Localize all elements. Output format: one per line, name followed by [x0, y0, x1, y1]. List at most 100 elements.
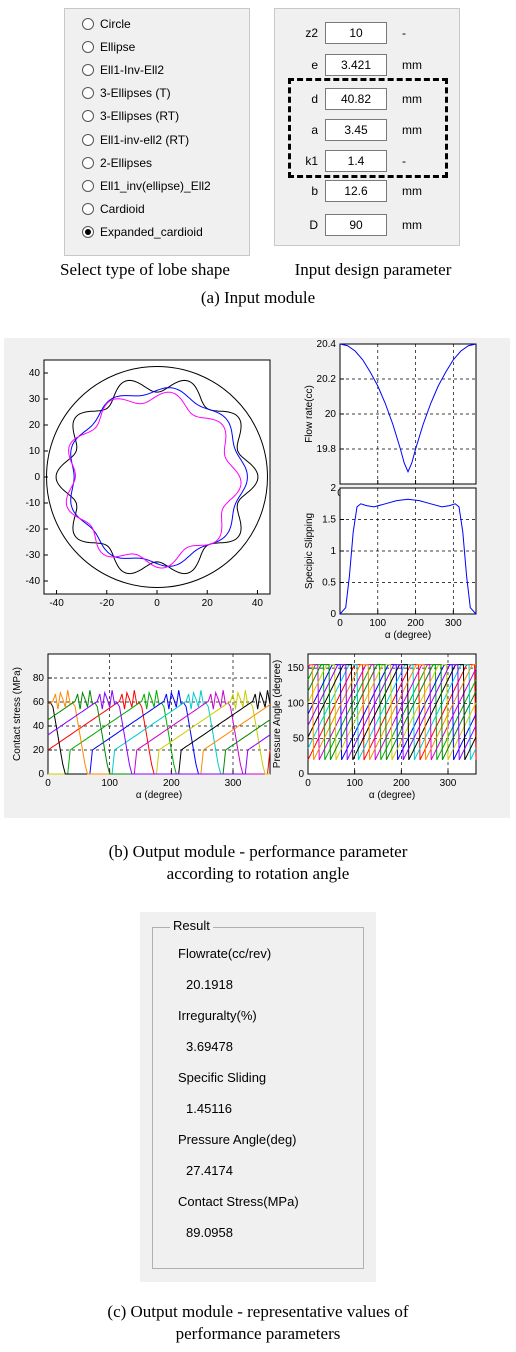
flow-rate-line: [339, 343, 477, 473]
result-caption-line1: (c) Output module - representative value…: [107, 1302, 409, 1321]
radio-button[interactable]: [82, 225, 94, 238]
lobe-shape-caption: Select type of lobe shape: [60, 260, 230, 279]
pressure-angle-series: [307, 664, 477, 761]
lobe-option-label: 3-Ellipses (RT): [100, 109, 180, 124]
lobe-option-6[interactable]: 2-Ellipses: [82, 153, 152, 173]
param-input-z2[interactable]: 10: [325, 22, 387, 44]
y-tick-label: 0: [38, 769, 44, 780]
y-tick-label: 20: [29, 420, 41, 431]
param-unit-D: mm: [402, 218, 422, 232]
radio-button[interactable]: [82, 110, 94, 123]
y-tick-label: 150: [287, 663, 304, 674]
highlight-dashed-box: [288, 78, 448, 178]
pressure-angle-series: [307, 664, 477, 761]
param-input-k1[interactable]: 1.4: [325, 150, 387, 172]
outer-circle: [46, 366, 268, 588]
x-tick-label: 20: [202, 598, 214, 609]
y-tick-label: 60: [33, 697, 45, 708]
y-tick-label: 10: [29, 446, 41, 457]
lobe-option-label: Ell1_inv(ellipse)_Ell2: [100, 178, 211, 193]
contact-stress-series: [47, 690, 271, 775]
lobe-option-label: Cardioid: [100, 201, 145, 216]
y-tick-label: 80: [33, 673, 45, 684]
result-panel: [140, 912, 376, 1282]
lobe-option-label: Ell1-Inv-Ell2: [100, 63, 165, 78]
lobe-option-3[interactable]: 3-Ellipses (T): [82, 83, 171, 103]
y-tick-label: -20: [26, 524, 41, 535]
lobe-option-9[interactable]: Expanded_cardioid: [82, 222, 203, 242]
pressure-angle-series: [307, 664, 477, 761]
radio-button[interactable]: [82, 64, 94, 77]
param-label-D: D: [309, 218, 318, 232]
param-unit-z2: -: [402, 26, 406, 40]
lobe-option-8[interactable]: Cardioid: [82, 199, 145, 219]
radio-button[interactable]: [82, 179, 94, 192]
y-tick-label: 20.2: [317, 374, 337, 385]
y-tick-label: 20.4: [317, 339, 337, 350]
y-tick-label: 20: [325, 409, 337, 420]
result-value: 1.45116: [186, 1101, 233, 1116]
result-label: Pressure Angle(deg): [178, 1132, 297, 1147]
x-tick-label: 300: [225, 778, 242, 789]
param-label-a: a: [311, 123, 318, 137]
y-tick-label: 40: [33, 721, 45, 732]
y-tick-label: 0: [330, 609, 336, 620]
x-tick-label: 0: [154, 598, 160, 609]
radio-button[interactable]: [82, 156, 94, 169]
x-tick-label: 0: [337, 618, 343, 629]
inner-rotor-profile: [70, 387, 248, 567]
lobe-shape-panel: [64, 8, 250, 256]
lobe-option-4[interactable]: 3-Ellipses (RT): [82, 106, 179, 126]
x-tick-label: 300: [445, 618, 462, 629]
param-unit-k1: -: [402, 154, 406, 168]
y-axis-label: Flow rate(cc): [304, 385, 315, 443]
y-tick-label: -10: [26, 498, 41, 509]
param-unit-d: mm: [402, 92, 422, 106]
lobe-option-0[interactable]: Circle: [82, 14, 131, 34]
result-group-title: Result: [170, 918, 213, 933]
y-axis-label: Specipic Slipping: [304, 513, 315, 589]
param-label-k1: k1: [305, 154, 318, 168]
pressure-angle-series: [307, 664, 477, 761]
pressure-angle-series: [307, 664, 477, 761]
x-tick-label: 200: [407, 618, 424, 629]
radio-button[interactable]: [82, 202, 94, 215]
x-axis-label: α (degree): [369, 790, 415, 801]
pressure-angle-series: [307, 664, 477, 761]
param-label-b: b: [311, 184, 318, 198]
y-tick-label: 40: [29, 368, 41, 379]
param-input-e[interactable]: 3.421: [325, 54, 387, 76]
output-caption-line1: (b) Output module - performance paramete…: [108, 842, 408, 861]
radio-button[interactable]: [82, 18, 94, 30]
param-input-D[interactable]: 90: [325, 214, 387, 236]
y-axis-label: Contact stress (MPa): [12, 667, 23, 761]
result-value: 27.4174: [186, 1163, 233, 1178]
lobe-option-5[interactable]: Ell1-inv-ell2 (RT): [82, 130, 189, 150]
lobe-option-label: Circle: [100, 17, 131, 31]
param-label-z2: z2: [305, 26, 318, 40]
y-tick-label: 1: [330, 546, 336, 557]
y-tick-label: 30: [29, 394, 41, 405]
param-caption: Input design parameter: [294, 260, 452, 279]
lobe-option-7[interactable]: Ell1_inv(ellipse)_Ell2: [82, 176, 211, 196]
lobe-profile: [65, 391, 242, 569]
radio-button[interactable]: [82, 87, 94, 100]
result-value: 3.69478: [186, 1039, 233, 1054]
x-axis-label: α (degree): [385, 630, 431, 641]
x-tick-label: 0: [305, 778, 311, 789]
radio-button[interactable]: [82, 133, 94, 146]
y-tick-label: 1.5: [322, 515, 336, 526]
lobe-option-2[interactable]: Ell1-Inv-Ell2: [82, 60, 164, 80]
radio-button[interactable]: [82, 41, 94, 54]
x-tick-label: 300: [440, 778, 457, 789]
pressure-angle-series: [307, 664, 477, 761]
lobe-option-1[interactable]: Ellipse: [82, 37, 135, 57]
lobe-option-label: Ellipse: [100, 40, 136, 55]
y-axis-label: Pressure Angle (degree): [272, 660, 283, 768]
y-tick-label: 0: [34, 472, 40, 483]
param-input-a[interactable]: 3.45: [325, 119, 387, 141]
x-tick-label: -20: [100, 598, 115, 609]
param-input-d[interactable]: 40.82: [325, 88, 387, 110]
param-input-b[interactable]: 12.6: [325, 180, 387, 202]
result-groupbox: [152, 927, 364, 1269]
